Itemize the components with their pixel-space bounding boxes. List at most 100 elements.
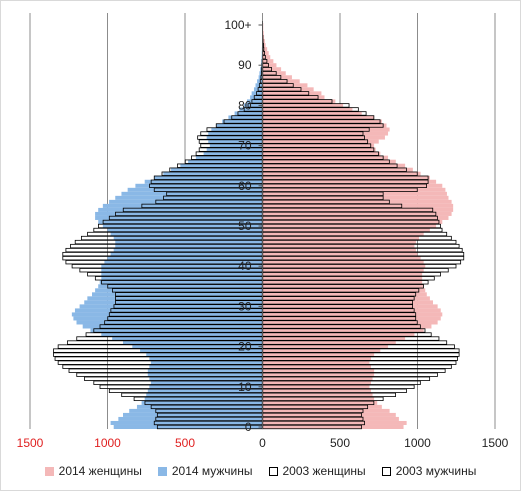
bar-men-2014-age-54 [98,207,263,212]
legend-swatch-women-2014 [44,466,54,476]
bar-women-2014-age-26 [262,320,438,325]
bar-women-2014-age-80 [262,103,344,108]
x-tick-label-6: 1500 [482,436,509,450]
bar-women-2014-age-66 [262,159,396,164]
bar-women-2014-age-22 [262,336,406,341]
y-tick-label-100+: 100+ [224,18,251,32]
bar-men-2014-age-24 [90,328,263,333]
bar-women-2014-age-87 [262,75,292,80]
bar-men-2014-age-13 [147,372,263,377]
bar-men-2014-age-82 [250,95,263,100]
bar-men-2014-age-60 [135,183,263,188]
bar-women-2014-age-23 [262,332,415,337]
bar-women-2014-age-93 [262,51,269,56]
bar-women-2014-age-47 [262,236,420,241]
bar-men-2014-age-9 [147,388,263,393]
bar-men-2014-age-19 [140,348,263,353]
bar-men-2014-age-42 [107,256,263,261]
bar-women-2014-age-7 [262,396,375,401]
bar-women-2014-age-62 [262,175,430,180]
bar-men-2014-age-27 [73,316,263,321]
bar-men-2014-age-56 [109,199,263,204]
bar-men-2014-age-26 [76,320,263,325]
filled-bars [71,23,454,429]
bar-women-2014-age-65 [262,163,406,168]
bar-women-2014-age-18 [262,352,375,357]
y-tick-label-60: 60 [238,179,252,193]
x-tick-label-0: 1500 [17,436,44,450]
bar-women-2014-age-35 [262,284,424,289]
bar-men-2014-age-75 [216,123,263,128]
bar-men-2014-age-35 [98,284,263,289]
bar-women-2014-age-53 [262,211,452,216]
bar-women-2014-age-15 [262,364,371,369]
legend-swatch-men-2003 [381,466,391,476]
bar-men-2014-age-15 [149,364,263,369]
bar-women-2014-age-32 [262,296,430,301]
bar-men-2014-age-37 [101,276,263,281]
bar-men-2014-age-68 [203,151,263,156]
bar-women-2014-age-67 [262,155,389,160]
bar-women-2014-age-38 [262,272,423,277]
bar-women-2014-age-5 [262,404,382,409]
legend-label-women-2014: 2014 женщины [58,464,142,478]
bar-women-2014-age-92 [262,55,271,60]
y-tick-label-40: 40 [238,259,252,273]
y-tick-label-10: 10 [238,380,252,394]
bar-men-2014-age-7 [144,396,263,401]
bar-women-2014-age-40 [262,264,426,269]
bar-women-2014-age-64 [262,167,413,172]
x-tick-label-3: 0 [259,436,266,450]
bar-men-2014-age-46 [115,240,263,245]
bar-women-2014-age-37 [262,276,423,281]
bar-men-2014-age-86 [257,79,263,84]
bar-women-2014-age-48 [262,232,424,237]
bar-women-2014-age-27 [262,316,441,321]
bar-women-2014-age-46 [262,240,416,245]
bar-men-2014-age-38 [101,272,263,277]
bar-men-2014-age-52 [95,215,263,220]
bar-women-2014-age-50 [262,223,437,229]
bar-women-2014-age-61 [262,179,437,184]
outline-bars [53,34,465,430]
bar-men-2014-age-36 [99,280,263,285]
bar-men-2014-age-66 [188,159,263,164]
bar-women-2014-age-4 [262,408,390,413]
bar-women-2014-age-1 [262,420,407,425]
bar-women-2014-age-49 [262,228,430,233]
bar-men-2014-age-2 [118,416,263,421]
bar-men-2014-age-78 [234,111,263,116]
bar-women-2014-age-19 [262,348,381,353]
bar-women-2014-age-70 [262,143,375,148]
legend-item-women-2003: 2003 женщины [268,464,366,478]
bar-women-2014-age-95 [262,43,266,48]
bar-women-2014-age-36 [262,280,423,285]
bar-women-2014-age-59 [262,187,446,192]
bar-women-2014-age-9 [262,388,371,393]
bar-men-2014-age-23 [101,332,263,337]
bar-women-2014-age-42 [262,256,421,261]
bar-women-2014-age-11 [262,380,371,385]
bar-men-2014-age-83 [251,91,263,96]
bar-men-2014-age-32 [87,296,263,301]
y-tick-label-80: 80 [238,98,252,112]
legend: 2014 женщины 2014 мужчины 2003 женщины 2… [1,461,520,481]
bar-men-2014-age-77 [228,115,263,120]
y-tick-label-50: 50 [238,219,252,233]
y-tick-label-70: 70 [238,139,252,153]
bar-women-2014-age-20 [262,344,389,349]
bar-women-2014-age-45 [262,244,415,249]
bar-women-2014-age-6 [262,400,378,405]
bar-men-2014-age-47 [113,236,263,241]
bar-women-2014-age-10 [262,384,370,389]
bar-women-2014-age-8 [262,392,373,397]
bar-women-2014-age-39 [262,268,424,273]
bar-women-2014-age-17 [262,356,371,361]
bar-men-2014-age-74 [211,127,263,132]
bar-men-2014-age-59 [127,187,263,192]
bar-men-2014-age-55 [102,203,263,208]
bar-men-2014-age-76 [222,119,263,124]
bar-men-2014-age-80 [243,103,263,108]
legend-label-men-2003: 2003 мужчины [395,464,477,478]
legend-item-men-2014: 2014 мужчины [157,464,253,478]
